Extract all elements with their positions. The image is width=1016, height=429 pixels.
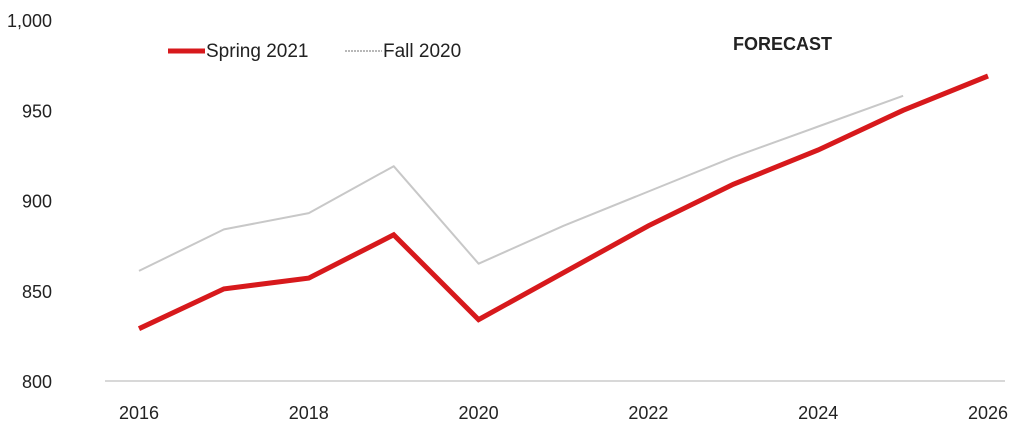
y-axis: 800 850 900 950 1,000 [7,11,52,392]
y-tick-label: 1,000 [7,11,52,31]
y-tick-label: 850 [22,282,52,302]
plot-area [137,73,989,331]
series-line-fall-2020 [138,94,904,272]
forecast-annotation: FORECAST [733,34,832,54]
y-tick-label: 950 [22,101,52,121]
x-tick-label: 2026 [968,403,1008,423]
x-tick-label: 2022 [628,403,668,423]
legend: Spring 2021 Fall 2020 [168,41,461,62]
series-line-spring-2021 [137,73,989,331]
y-tick-label: 900 [22,192,52,212]
x-tick-label: 2020 [459,403,499,423]
legend-label-spring-2021: Spring 2021 [206,41,308,62]
legend-label-fall-2020: Fall 2020 [383,41,461,62]
y-tick-label: 800 [22,372,52,392]
x-tick-label: 2024 [798,403,838,423]
x-tick-label: 2018 [289,403,329,423]
x-axis: 2016 2018 2020 2022 2024 2026 [119,403,1008,423]
x-tick-label: 2016 [119,403,159,423]
